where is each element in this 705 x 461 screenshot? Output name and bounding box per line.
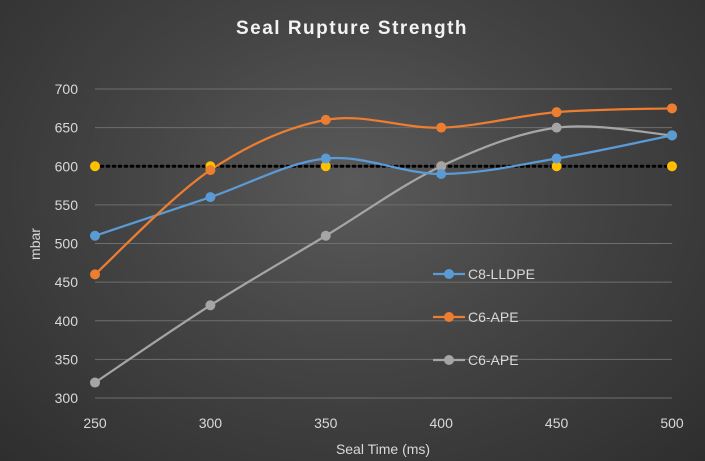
data-point-reference-3 [667,161,677,172]
data-point-c8-lldpe-0 [205,192,216,203]
series-line-c6-ape-1 [94,107,673,276]
y-tick-label: 700 [55,81,79,97]
data-point-c8-lldpe-0 [436,168,447,179]
y-axis-title: mbar [27,228,43,260]
data-point-c8-lldpe-0 [667,130,677,141]
legend-item: C8-LLDPE [433,266,535,282]
data-point-c6-ape-1 [436,122,447,133]
y-tick-label: 650 [55,120,79,136]
x-axis-title: Seal Time (ms) [336,441,430,457]
data-point-c6-ape-1 [320,114,331,125]
series-line-c6-ape-2 [94,125,673,384]
data-point-c8-lldpe-0 [551,153,562,164]
data-point-c6-ape-2 [436,161,447,172]
legend: C8-LLDPE C6-APE C6-APE [433,266,535,368]
y-tick-label: 450 [55,274,79,290]
x-tick-label: 500 [660,415,684,431]
y-tick-label: 600 [55,158,79,174]
data-point-c8-lldpe-0 [320,153,331,164]
x-tick-labels: 250 300 350 400 450 500 [83,415,684,431]
gridlines [95,88,672,399]
data-point-reference-3 [90,161,100,172]
data-point-c6-ape-1 [205,165,216,176]
data-point-c6-ape-2 [90,377,100,388]
legend-label: C8-LLDPE [468,266,535,282]
legend-item: C6-APE [433,352,519,368]
y-tick-labels: 300 350 400 450 500 550 600 650 700 [55,81,79,406]
data-point-reference-3 [320,161,331,172]
legend-label: C6-APE [468,352,519,368]
legend-marker [444,312,454,322]
data-point-reference-3 [551,161,562,172]
series-line-c8-lldpe-0 [94,134,673,237]
data-point-c6-ape-1 [90,269,100,280]
legend-label: C6-APE [468,309,519,325]
data-point-c8-lldpe-0 [90,230,100,241]
series-lines [93,107,674,384]
data-point-c6-ape-1 [551,107,562,118]
legend-item: C6-APE [433,309,519,325]
data-point-c6-ape-2 [205,300,216,311]
chart-title: Seal Rupture Strength [236,18,468,39]
x-tick-label: 400 [430,415,454,431]
x-tick-label: 350 [314,415,338,431]
y-tick-label: 550 [55,197,79,213]
x-tick-label: 300 [199,415,223,431]
y-tick-label: 300 [55,390,79,406]
x-tick-label: 450 [545,415,569,431]
legend-marker [444,355,454,365]
y-tick-label: 500 [55,236,79,252]
y-tick-label: 350 [55,351,79,367]
data-point-c6-ape-2 [551,122,562,133]
legend-marker [444,269,454,279]
y-tick-label: 400 [55,313,79,329]
data-point-c6-ape-2 [320,230,331,241]
x-tick-label: 250 [83,415,107,431]
data-point-c6-ape-1 [667,103,677,114]
series-points [90,103,677,388]
